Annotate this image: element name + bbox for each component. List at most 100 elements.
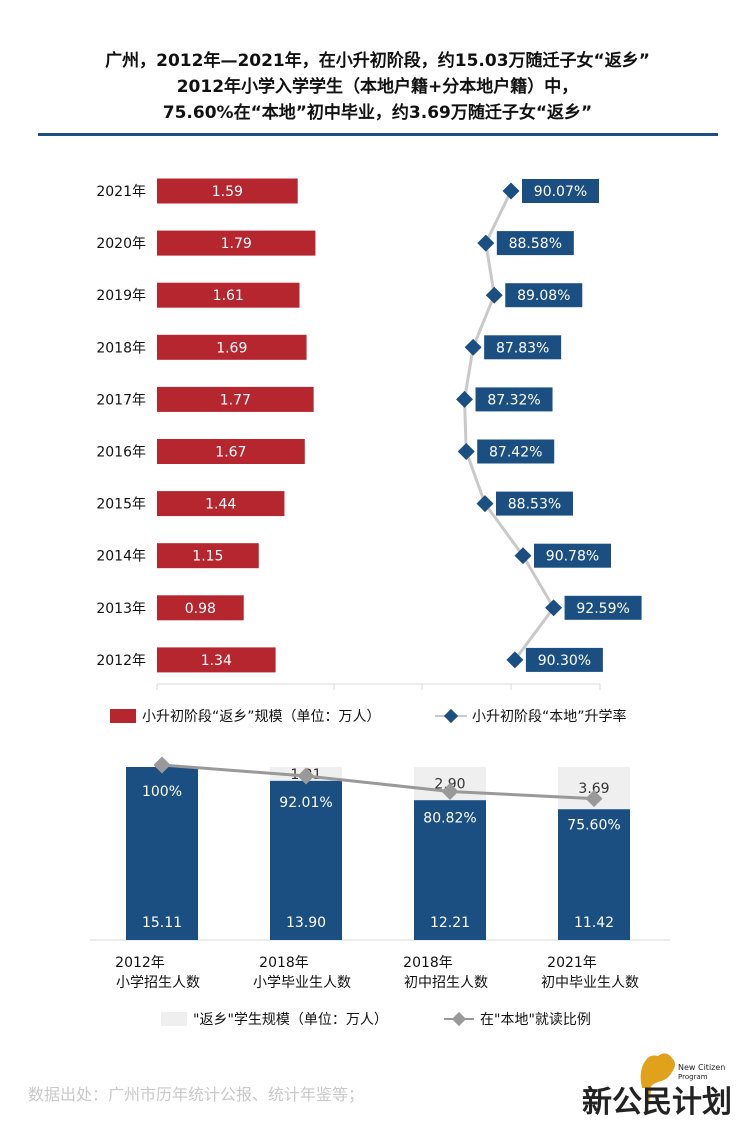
rate-line <box>463 190 556 661</box>
y-tick-label: 2016年 <box>96 445 146 461</box>
rate-label-box <box>505 283 583 308</box>
rate-label-box <box>475 387 553 412</box>
bar-data-label: 1.15 <box>192 549 223 565</box>
rate-label-box <box>522 179 599 203</box>
rate-point <box>476 495 494 513</box>
rate-point <box>502 182 520 200</box>
legend-swatch-returnee <box>161 1012 187 1026</box>
bar-data-label: 1.79 <box>221 236 252 252</box>
y-tick-label: 2013年 <box>96 601 146 617</box>
legend-label-rate: 小升初阶段“本地”升学率 <box>472 708 627 725</box>
bar-students-count <box>126 766 198 940</box>
x-tick-label-metric: 初中招生人数 <box>404 974 488 991</box>
rate-data-label: 87.83% <box>496 340 549 356</box>
rate-data-label: 92.59% <box>576 601 629 617</box>
bar-returnee-scale <box>157 282 300 308</box>
rate-label-box <box>495 491 573 516</box>
share-point <box>585 790 603 808</box>
share-point <box>441 782 459 800</box>
rate-point <box>477 234 495 252</box>
rate-data-label: 90.07% <box>534 184 587 200</box>
rate-label-box <box>533 543 611 568</box>
bar-data-label: 13.90 <box>286 915 326 931</box>
y-tick-label: 2015年 <box>96 497 146 513</box>
y-tick-label: 2012年 <box>96 653 146 669</box>
bar-data-label: 11.42 <box>574 915 614 931</box>
title-line: 广州，2012年—2021年，在小升初阶段，约15.03万随迁子女“返乡” <box>105 51 650 71</box>
title-line: 75.60%在“本地”初中毕业，约3.69万随迁子女“返乡” <box>162 103 593 123</box>
share-data-label: 75.60% <box>567 818 620 834</box>
bar-data-label: 1.67 <box>215 445 246 461</box>
y-tick-label: 2020年 <box>96 236 146 252</box>
y-tick-label: 2021年 <box>96 184 146 200</box>
bar-returnee-scale <box>157 491 285 517</box>
logo-en-2: Program <box>678 1073 708 1081</box>
bar-data-label: 1.34 <box>201 653 232 669</box>
legend-label-returnee: "返乡"学生规模（单位：万人） <box>193 1012 388 1028</box>
rate-point <box>464 338 482 356</box>
rate-point <box>457 443 475 460</box>
returnee-data-label: 3.69 <box>578 781 609 797</box>
legend-swatch-scale <box>110 709 136 723</box>
source-note: 数据出处：广州市历年统计公报、统计年鉴等； <box>28 1085 365 1104</box>
legend-label-share: 在"本地"就读比例 <box>480 1011 591 1028</box>
rate-data-label: 90.78% <box>546 549 599 565</box>
rate-point <box>485 286 503 304</box>
x-tick-label-metric: 小学招生人数 <box>116 975 200 991</box>
share-data-label: 100% <box>142 784 182 800</box>
rate-data-label: 87.42% <box>489 445 542 461</box>
bar-returnee-scale <box>157 386 314 412</box>
y-tick-label: 2014年 <box>96 549 146 565</box>
y-tick-label: 2017年 <box>96 392 146 408</box>
new-citizen-logo: New Citizen Program 新公民计划 <box>582 1053 732 1120</box>
rate-point <box>456 390 474 408</box>
bar-data-label: 1.44 <box>205 497 236 513</box>
x-tick-label-year: 2018年 <box>259 955 309 971</box>
bar-returnee-scale <box>157 595 244 621</box>
rate-data-label: 88.58% <box>509 236 562 252</box>
rate-label-box <box>477 439 555 464</box>
rate-label-box <box>484 335 562 360</box>
bar-data-label: 1.69 <box>216 340 247 356</box>
share-line <box>161 763 595 801</box>
legend-marker-share <box>451 1011 467 1027</box>
rate-data-label: 90.30% <box>538 653 591 669</box>
y-tick-label: 2019年 <box>96 288 146 304</box>
bar-returnee-scale <box>157 439 305 464</box>
y-tick-label: 2018年 <box>96 340 146 356</box>
share-point <box>297 767 315 785</box>
chart-title: 广州，2012年—2021年，在小升初阶段，约15.03万随迁子女“返乡” 20… <box>0 48 755 126</box>
bar-data-label: 12.21 <box>430 915 470 931</box>
rate-data-label: 88.53% <box>508 497 561 513</box>
bar-data-label: 1.59 <box>212 184 243 200</box>
rate-label-box <box>496 231 574 256</box>
bar-students-count <box>270 780 342 940</box>
rate-point <box>514 547 532 565</box>
bar-students-count <box>558 809 630 940</box>
x-tick-label-year: 2018年 <box>403 955 453 971</box>
rate-label-box <box>525 647 603 672</box>
share-data-label: 80.82% <box>423 810 476 826</box>
rate-data-label: 87.32% <box>487 392 540 408</box>
logo-en-1: New Citizen <box>678 1063 725 1072</box>
x-tick-label-metric: 小学毕业生人数 <box>253 975 351 991</box>
bar-students-count <box>414 800 486 940</box>
x-tick-label-year: 2021年 <box>547 955 597 971</box>
rate-label-box <box>564 595 642 620</box>
bar-returnee-scale <box>157 647 276 673</box>
bar-data-label: 15.11 <box>142 915 182 931</box>
bar-returnee-scale <box>157 543 259 569</box>
bar-data-label: 1.77 <box>220 392 251 408</box>
bar-data-label: 0.98 <box>185 601 216 617</box>
share-point <box>153 756 171 774</box>
bar-returnee-scale <box>157 230 316 256</box>
rate-point <box>545 599 563 617</box>
share-data-label: 92.01% <box>279 795 332 811</box>
legend-marker-rate <box>443 708 459 724</box>
title-rule <box>38 133 718 136</box>
rate-data-label: 89.08% <box>517 288 570 304</box>
bar-returnee-scale <box>157 334 307 360</box>
legend-label-scale: 小升初阶段“返乡”规模（单位：万人） <box>142 708 381 725</box>
bar-returnee-scale <box>157 178 298 204</box>
